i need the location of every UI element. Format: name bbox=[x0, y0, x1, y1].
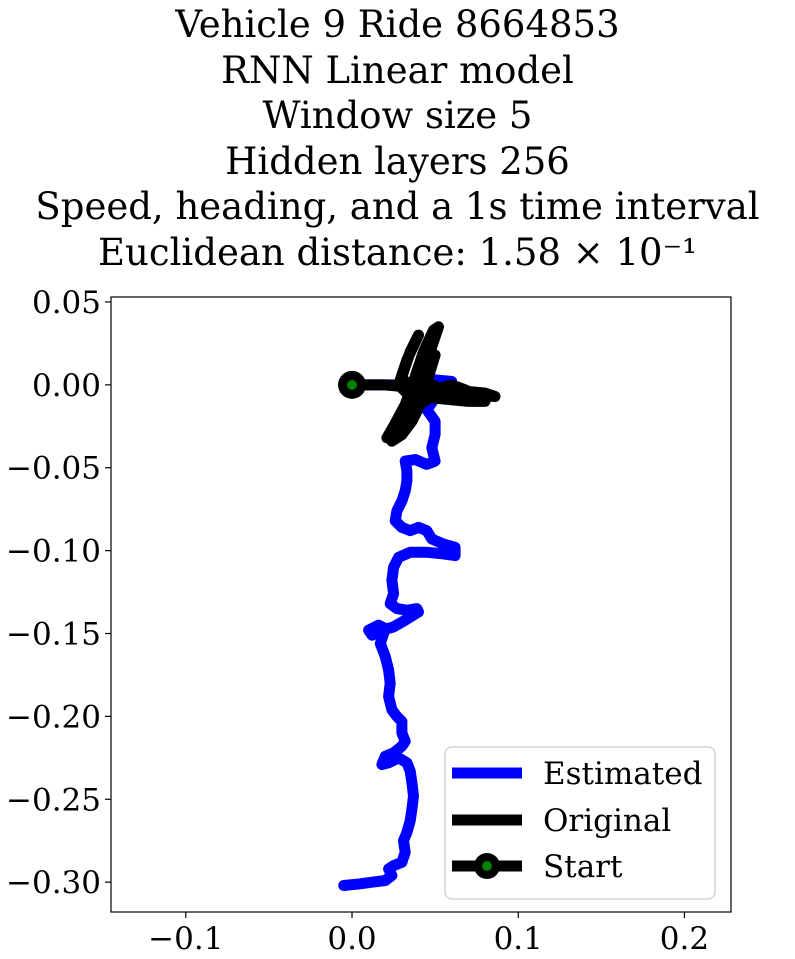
legend-start-label: Start bbox=[543, 849, 623, 885]
x-tick-label: 0.1 bbox=[494, 921, 543, 957]
title-line-hidden-layers: Hidden layers 256 bbox=[225, 139, 570, 183]
title-line-features: Speed, heading, and a 1s time interval bbox=[35, 185, 760, 228]
title-line-model: RNN Linear model bbox=[221, 48, 574, 92]
y-tick-label: −0.20 bbox=[6, 699, 101, 735]
x-tick-label: −0.1 bbox=[148, 921, 223, 957]
y-tick-label: 0.05 bbox=[32, 285, 101, 321]
title-line-window-size: Window size 5 bbox=[262, 94, 533, 137]
x-tick-label: 0.2 bbox=[660, 921, 709, 957]
legend-original-label: Original bbox=[543, 803, 671, 839]
title-line-vehicle-ride: Vehicle 9 Ride 8664853 bbox=[175, 3, 620, 46]
y-tick-label: −0.15 bbox=[6, 617, 101, 653]
x-tick-label: 0.0 bbox=[327, 921, 376, 957]
legend: Estimated Original Start bbox=[444, 746, 716, 900]
y-tick-label: −0.10 bbox=[6, 534, 101, 570]
series-original-line bbox=[346, 321, 501, 447]
start-marker-center bbox=[347, 379, 358, 390]
y-tick-label: −0.30 bbox=[6, 865, 101, 901]
chart-title: Vehicle 9 Ride 8664853 RNN Linear model … bbox=[0, 2, 795, 275]
legend-start-marker-center bbox=[482, 861, 492, 871]
series-estimated-line bbox=[338, 374, 461, 891]
legend-estimated-label: Estimated bbox=[543, 756, 702, 792]
y-tick-label: −0.25 bbox=[6, 782, 101, 818]
y-tick-label: −0.05 bbox=[6, 451, 101, 487]
y-tick-label: 0.00 bbox=[32, 368, 101, 404]
title-line-euclidean-distance: Euclidean distance: 1.58 × 10⁻¹ bbox=[98, 230, 697, 274]
